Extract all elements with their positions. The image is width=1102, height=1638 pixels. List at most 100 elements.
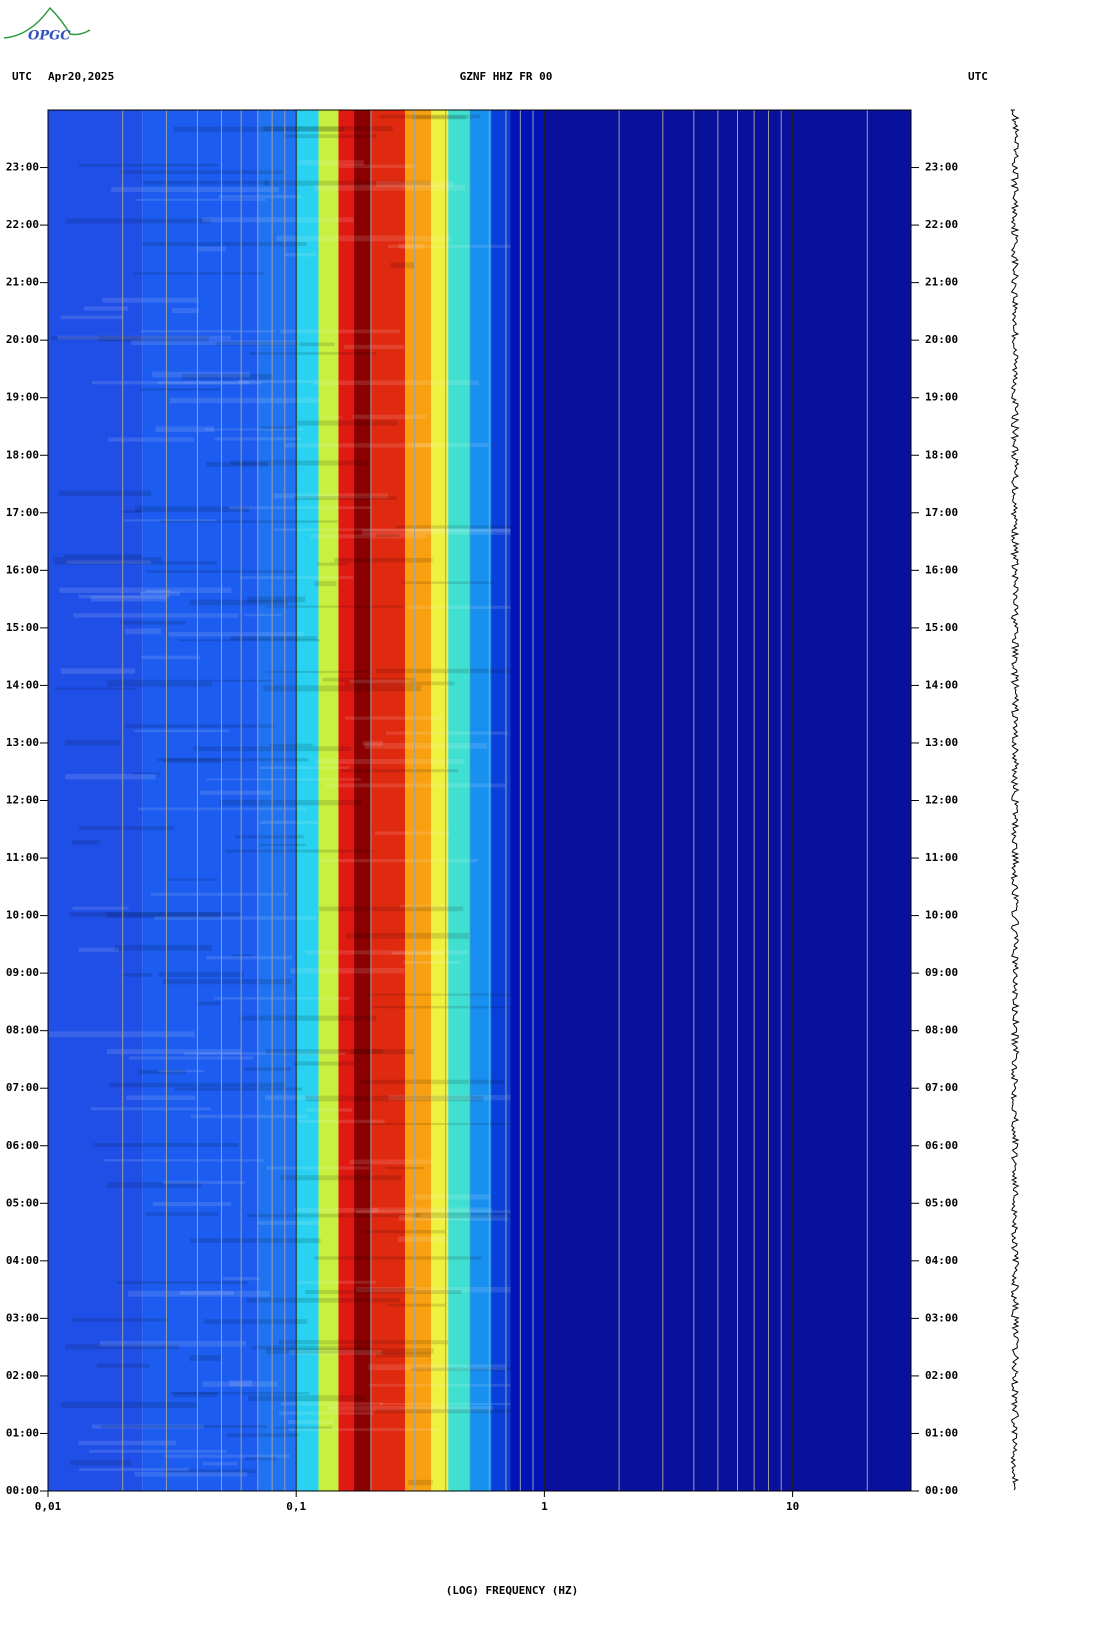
y-tick-label: 02:00 bbox=[6, 1369, 39, 1382]
texture-stripe bbox=[57, 335, 231, 340]
texture-stripe bbox=[126, 1095, 196, 1101]
texture-stripe bbox=[141, 655, 201, 660]
y-tick-label: 11:00 bbox=[6, 851, 39, 864]
texture-stripe bbox=[350, 1048, 384, 1054]
texture-stripe bbox=[154, 916, 318, 920]
texture-stripe bbox=[371, 1207, 492, 1212]
y-tick-label: 07:00 bbox=[6, 1081, 39, 1094]
texture-stripe bbox=[59, 490, 152, 496]
texture-stripe bbox=[280, 1402, 383, 1406]
y-tick-label: 14:00 bbox=[925, 678, 958, 691]
texture-stripe bbox=[79, 1467, 189, 1471]
texture-stripe bbox=[411, 1367, 511, 1371]
texture-stripe bbox=[202, 1381, 278, 1387]
texture-stripe bbox=[106, 682, 213, 687]
texture-stripe bbox=[181, 374, 273, 380]
texture-stripe bbox=[283, 134, 377, 139]
timezone: UTC bbox=[968, 70, 988, 83]
texture-stripe bbox=[266, 605, 404, 608]
texture-stripe bbox=[398, 243, 425, 249]
texture-stripe bbox=[229, 1380, 253, 1387]
texture-stripe bbox=[90, 1107, 211, 1111]
y-tick-label: 03:00 bbox=[6, 1311, 39, 1324]
texture-stripe bbox=[412, 115, 466, 120]
spectral-band bbox=[354, 110, 371, 1491]
texture-stripe bbox=[189, 1238, 321, 1244]
y-tick-label: 20:00 bbox=[925, 333, 958, 346]
texture-stripe bbox=[137, 1069, 187, 1075]
texture-stripe bbox=[403, 960, 461, 964]
texture-stripe bbox=[61, 1402, 197, 1408]
texture-stripe bbox=[65, 1344, 180, 1350]
texture-stripe bbox=[214, 997, 350, 1000]
texture-stripe bbox=[66, 560, 151, 565]
texture-stripe bbox=[375, 1409, 511, 1414]
texture-stripe bbox=[124, 724, 275, 728]
y-tick-label: 06:00 bbox=[6, 1139, 39, 1152]
texture-stripe bbox=[123, 519, 218, 522]
texture-stripe bbox=[202, 1462, 238, 1466]
texture-stripe bbox=[189, 599, 288, 606]
spectral-band bbox=[448, 110, 470, 1491]
texture-stripe bbox=[204, 428, 304, 431]
x-tick-label: 10 bbox=[786, 1500, 799, 1513]
texture-stripe bbox=[228, 506, 371, 510]
texture-stripe bbox=[263, 685, 422, 692]
y-tick-label: 22:00 bbox=[6, 218, 39, 231]
texture-stripe bbox=[408, 605, 511, 609]
texture-stripe bbox=[150, 892, 289, 896]
y-tick-label: 18:00 bbox=[6, 448, 39, 461]
texture-stripe bbox=[78, 163, 218, 167]
seismic-trace bbox=[1010, 109, 1020, 1491]
texture-stripe bbox=[402, 581, 493, 585]
y-tick-label: 01:00 bbox=[6, 1426, 39, 1439]
texture-stripe bbox=[139, 388, 220, 391]
spectral-band bbox=[257, 110, 297, 1491]
texture-stripe bbox=[398, 1215, 509, 1221]
texture-stripe bbox=[310, 534, 428, 539]
texture-stripe bbox=[361, 1230, 446, 1234]
texture-stripe bbox=[385, 731, 509, 735]
y-tick-label: 21:00 bbox=[6, 276, 39, 289]
texture-stripe bbox=[327, 1406, 494, 1411]
y-tick-label: 20:00 bbox=[6, 333, 39, 346]
logo-curve bbox=[3, 6, 91, 39]
texture-stripe bbox=[171, 308, 199, 314]
spectral-band bbox=[405, 110, 432, 1491]
y-tick-label: 14:00 bbox=[6, 678, 39, 691]
texture-stripe bbox=[374, 831, 450, 835]
texture-stripe bbox=[234, 835, 304, 839]
x-tick-label: 0,01 bbox=[35, 1500, 62, 1513]
y-tick-label: 09:00 bbox=[925, 966, 958, 979]
texture-stripe bbox=[134, 729, 229, 733]
spectral-band bbox=[142, 110, 258, 1491]
texture-stripe bbox=[349, 1159, 432, 1165]
y-tick-label: 23:00 bbox=[6, 161, 39, 174]
texture-stripe bbox=[273, 493, 388, 499]
texture-stripe bbox=[135, 198, 267, 201]
texture-stripe bbox=[226, 1433, 299, 1437]
texture-stripe bbox=[104, 1159, 264, 1162]
texture-stripe bbox=[163, 1180, 245, 1184]
y-tick-label: 15:00 bbox=[6, 621, 39, 634]
texture-stripe bbox=[178, 639, 320, 642]
texture-stripe bbox=[334, 558, 433, 563]
y-tick-label: 22:00 bbox=[925, 218, 958, 231]
texture-stripe bbox=[314, 184, 466, 191]
texture-stripe bbox=[319, 858, 478, 863]
texture-stripe bbox=[78, 947, 119, 952]
texture-stripe bbox=[179, 1291, 234, 1295]
texture-stripe bbox=[106, 1182, 202, 1188]
texture-stripe bbox=[284, 252, 316, 257]
texture-stripe bbox=[352, 414, 428, 420]
texture-stripe bbox=[159, 520, 338, 523]
texture-stripe bbox=[78, 1440, 176, 1446]
texture-stripe bbox=[412, 1194, 491, 1200]
texture-stripe bbox=[163, 1469, 257, 1474]
texture-stripe bbox=[114, 944, 212, 951]
texture-stripe bbox=[248, 1395, 366, 1402]
texture-stripe bbox=[344, 681, 455, 686]
texture-stripe bbox=[278, 1340, 448, 1345]
x-tick-label: 1 bbox=[541, 1500, 548, 1513]
x-axis-label: (LOG) FREQUENCY (HZ) bbox=[446, 1584, 578, 1597]
